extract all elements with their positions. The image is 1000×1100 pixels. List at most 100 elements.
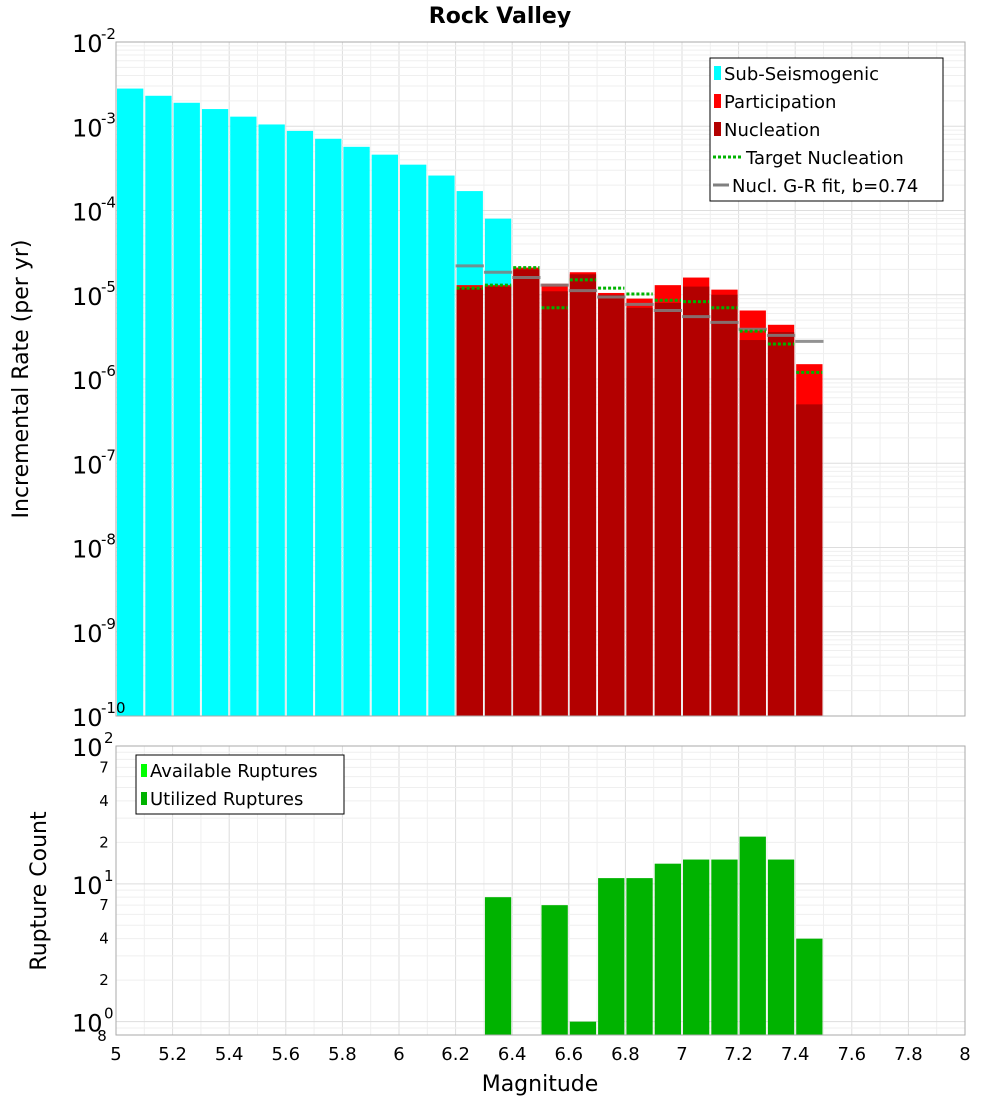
bottom-y-minor-tick: 4 — [99, 792, 109, 810]
top-y-tick-base: 10 — [72, 199, 103, 227]
top-legend-box — [709, 57, 944, 202]
top-y-tick-base: 10 — [72, 367, 103, 395]
chart-title: Rock Valley — [429, 4, 571, 29]
x-tick-label: 5.6 — [271, 1044, 300, 1065]
nucleation-bar — [711, 294, 738, 716]
utilized-ruptures-bar — [796, 938, 823, 1035]
top-y-tick-base: 10 — [72, 283, 103, 311]
utilized-ruptures-bar — [683, 859, 710, 1035]
legend-gr-fit-label: Nucl. G-R fit, b=0.74 — [732, 176, 918, 197]
bottom-x-ticks: 5 5.2 5.4 5.6 5.8 6 6.2 6.4 6.6 6.8 7 7.2 7.4 7.6 7.8 8 — [110, 1044, 970, 1065]
nucleation-bar — [484, 286, 512, 716]
sub-seismogenic-bar — [371, 154, 398, 716]
bottom-y-floor-tick: 8 — [97, 1027, 107, 1045]
sub-seismogenic-bar — [343, 146, 370, 716]
top-y-tick-exponent: -10 — [101, 699, 126, 717]
nucleation-bar — [654, 302, 681, 716]
top-bars — [117, 88, 823, 717]
bottom-y-minor-tick: 7 — [99, 758, 109, 776]
legend-nucleation-label: Nucleation — [724, 120, 820, 141]
nucleation-bar — [569, 274, 597, 716]
bottom-y-tick-base: 10 — [72, 872, 103, 900]
x-tick-label: 5.8 — [328, 1044, 357, 1065]
sub-seismogenic-bar — [230, 116, 257, 717]
nucleation-bar — [456, 288, 483, 716]
nucleation-bar — [739, 340, 766, 716]
x-tick-label: 6.6 — [554, 1044, 583, 1065]
sub-seismogenic-bar — [201, 109, 229, 716]
nucleation-bar — [683, 286, 710, 716]
utilized-ruptures-bar — [484, 897, 512, 1035]
x-tick-label: 7.2 — [724, 1044, 753, 1065]
sub-seismogenic-bar — [173, 102, 200, 716]
sub-seismogenic-bar — [315, 138, 342, 716]
x-tick-label: 6.8 — [611, 1044, 640, 1065]
top-y-tick-exponent: -8 — [101, 531, 116, 549]
legend-target-nucleation-label: Target Nucleation — [745, 148, 904, 169]
top-y-tick-exponent: -2 — [101, 25, 116, 43]
top-y-tick-exponent: -3 — [101, 109, 116, 127]
x-tick-label: 7 — [676, 1044, 687, 1065]
utilized-ruptures-bar — [598, 878, 625, 1035]
bottom-y-axis-label: Rupture Count — [27, 811, 52, 971]
utilized-ruptures-bar — [767, 859, 795, 1035]
legend-available-swatch — [141, 764, 147, 777]
legend-sub-seismogenic-swatch — [714, 66, 721, 80]
utilized-ruptures-bar — [711, 859, 738, 1035]
x-tick-label: 5.4 — [215, 1044, 244, 1065]
legend-utilized-label: Utilized Ruptures — [150, 789, 303, 810]
x-tick-label: 5 — [110, 1044, 121, 1065]
top-y-tick-base: 10 — [72, 451, 103, 479]
x-tick-label: 6.4 — [498, 1044, 527, 1065]
top-y-tick-exponent: -7 — [101, 446, 116, 464]
bottom-y-minor-tick: 7 — [99, 896, 109, 914]
sub-seismogenic-bar — [117, 88, 144, 717]
top-y-tick-base: 10 — [72, 30, 103, 58]
top-y-tick-base: 10 — [72, 620, 103, 648]
sub-seismogenic-bar — [286, 130, 314, 716]
top-y-tick-exponent: -5 — [101, 278, 116, 296]
legend-nucleation-swatch — [714, 122, 721, 136]
sub-seismogenic-bar — [145, 95, 172, 717]
nucleation-bar — [513, 269, 540, 716]
bottom-y-minor-tick: 2 — [99, 971, 109, 989]
x-tick-label: 8 — [959, 1044, 970, 1065]
nucleation-bar — [626, 307, 653, 716]
x-tick-label: 5.2 — [158, 1044, 187, 1065]
sub-seismogenic-bar — [258, 124, 285, 717]
top-y-tick-exponent: -9 — [101, 615, 116, 633]
top-y-tick-base: 10 — [72, 114, 103, 142]
bottom-y-minor-tick: 4 — [99, 930, 109, 948]
nucleation-bar — [598, 294, 625, 716]
legend-utilized-swatch — [141, 792, 147, 805]
x-tick-label: 7.8 — [894, 1044, 923, 1065]
sub-seismogenic-bar — [428, 175, 455, 716]
x-tick-label: 7.6 — [837, 1044, 866, 1065]
bottom-legend-box — [135, 754, 345, 815]
x-tick-label: 6 — [393, 1044, 404, 1065]
x-tick-label: 6.2 — [441, 1044, 470, 1065]
utilized-ruptures-bar — [654, 863, 681, 1035]
top-y-tick-exponent: -6 — [101, 362, 116, 380]
legend-participation-label: Participation — [724, 92, 836, 113]
utilized-ruptures-bar — [569, 1021, 597, 1035]
top-y-axis-label: Incremental Rate (per yr) — [9, 240, 34, 519]
legend-sub-seismogenic-label: Sub-Seismogenic — [724, 64, 879, 85]
nucleation-bar — [767, 332, 795, 716]
x-axis-label: Magnitude — [482, 1072, 599, 1097]
bottom-y-minor-tick: 2 — [99, 833, 109, 851]
legend-available-label: Available Ruptures — [150, 761, 318, 782]
x-tick-label: 7.4 — [781, 1044, 810, 1065]
utilized-ruptures-bar — [739, 836, 766, 1035]
bottom-y-tick-exponent: 0 — [104, 1005, 114, 1023]
utilized-ruptures-bar — [541, 905, 568, 1035]
top-y-tick-exponent: -4 — [101, 194, 116, 212]
bottom-y-tick-base: 10 — [72, 734, 103, 762]
bottom-legend: Available Ruptures Utilized Ruptures — [135, 754, 345, 815]
bottom-plot-frame — [115, 745, 966, 1036]
top-lines — [455, 264, 824, 374]
